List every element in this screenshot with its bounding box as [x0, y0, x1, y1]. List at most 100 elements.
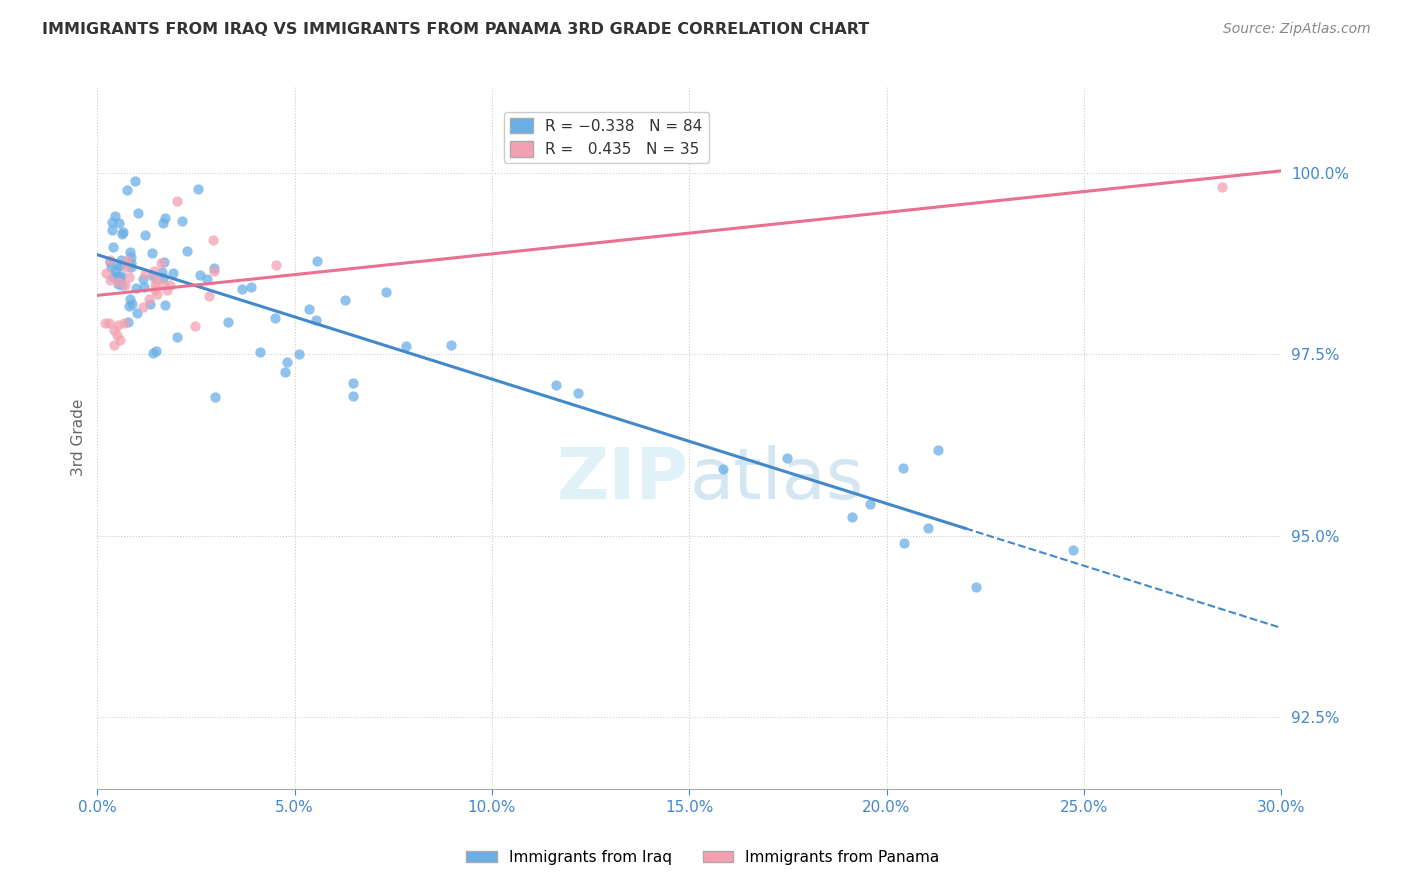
Point	[120, 256, 142, 270]
Point	[142, 269, 165, 284]
Point	[112, 316, 135, 330]
Point	[105, 269, 128, 284]
Legend: Immigrants from Iraq, Immigrants from Panama: Immigrants from Iraq, Immigrants from Pa…	[460, 844, 946, 871]
Point	[142, 345, 165, 359]
Point	[1062, 542, 1084, 557]
Point	[841, 509, 863, 524]
Point	[202, 264, 225, 278]
Point	[188, 268, 211, 282]
Point	[567, 386, 589, 401]
Point	[231, 282, 253, 296]
Point	[152, 255, 174, 269]
Point	[186, 182, 208, 196]
Point	[274, 365, 297, 379]
Point	[176, 244, 198, 259]
Point	[342, 376, 364, 391]
Point	[120, 250, 142, 264]
Point	[264, 311, 287, 326]
Point	[118, 270, 141, 285]
Point	[544, 378, 567, 392]
Point	[118, 292, 141, 306]
Point	[108, 259, 131, 273]
Point	[859, 496, 882, 510]
Point	[111, 278, 134, 293]
Text: atlas: atlas	[689, 445, 863, 515]
Y-axis label: 3rd Grade: 3rd Grade	[72, 399, 86, 476]
Point	[153, 298, 176, 312]
Point	[166, 194, 188, 209]
Point	[114, 260, 136, 275]
Point	[120, 260, 142, 274]
Point	[152, 215, 174, 229]
Point	[893, 536, 915, 550]
Text: IMMIGRANTS FROM IRAQ VS IMMIGRANTS FROM PANAMA 3RD GRADE CORRELATION CHART: IMMIGRANTS FROM IRAQ VS IMMIGRANTS FROM …	[42, 22, 869, 37]
Point	[288, 347, 311, 361]
Point	[153, 211, 176, 226]
Point	[98, 253, 121, 268]
Point	[184, 318, 207, 333]
Point	[100, 255, 122, 269]
Point	[155, 283, 177, 297]
Point	[138, 293, 160, 307]
Point	[101, 215, 124, 229]
Point	[927, 442, 949, 457]
Point	[202, 261, 225, 276]
Point	[117, 315, 139, 329]
Point	[115, 183, 138, 197]
Point	[711, 461, 734, 475]
Point	[107, 318, 129, 333]
Text: ZIP: ZIP	[557, 445, 689, 515]
Point	[104, 264, 127, 278]
Point	[1211, 179, 1233, 194]
Point	[145, 343, 167, 358]
Point	[775, 451, 797, 466]
Point	[217, 315, 239, 329]
Point	[143, 283, 166, 297]
Point	[204, 390, 226, 404]
Point	[115, 252, 138, 267]
Point	[276, 355, 298, 369]
Point	[110, 258, 132, 272]
Point	[153, 278, 176, 293]
Point	[162, 266, 184, 280]
Point	[107, 277, 129, 291]
Text: Source: ZipAtlas.com: Source: ZipAtlas.com	[1223, 22, 1371, 37]
Point	[98, 317, 121, 331]
Point	[105, 328, 128, 343]
Point	[134, 227, 156, 242]
Point	[440, 338, 463, 352]
Point	[333, 293, 356, 308]
Point	[112, 225, 135, 239]
Point	[94, 317, 117, 331]
Point	[201, 233, 224, 247]
Point	[103, 323, 125, 337]
Point	[917, 521, 939, 535]
Point	[94, 265, 117, 279]
Point	[110, 253, 132, 268]
Point	[965, 580, 987, 594]
Point	[103, 337, 125, 351]
Point	[108, 216, 131, 230]
Point	[104, 210, 127, 224]
Point	[114, 278, 136, 293]
Point	[125, 281, 148, 295]
Point	[108, 333, 131, 347]
Point	[132, 300, 155, 314]
Point	[118, 245, 141, 260]
Point	[101, 222, 124, 236]
Point	[101, 270, 124, 285]
Point	[98, 273, 121, 287]
Point	[101, 240, 124, 254]
Point	[124, 174, 146, 188]
Point	[118, 299, 141, 313]
Point	[100, 260, 122, 275]
Point	[141, 245, 163, 260]
Point	[131, 272, 153, 286]
Point	[197, 289, 219, 303]
Point	[121, 296, 143, 310]
Point	[395, 339, 418, 353]
Legend: R = −0.338   N = 84, R =   0.435   N = 35: R = −0.338 N = 84, R = 0.435 N = 35	[505, 112, 709, 163]
Point	[891, 461, 914, 475]
Point	[375, 285, 398, 299]
Point	[298, 301, 321, 316]
